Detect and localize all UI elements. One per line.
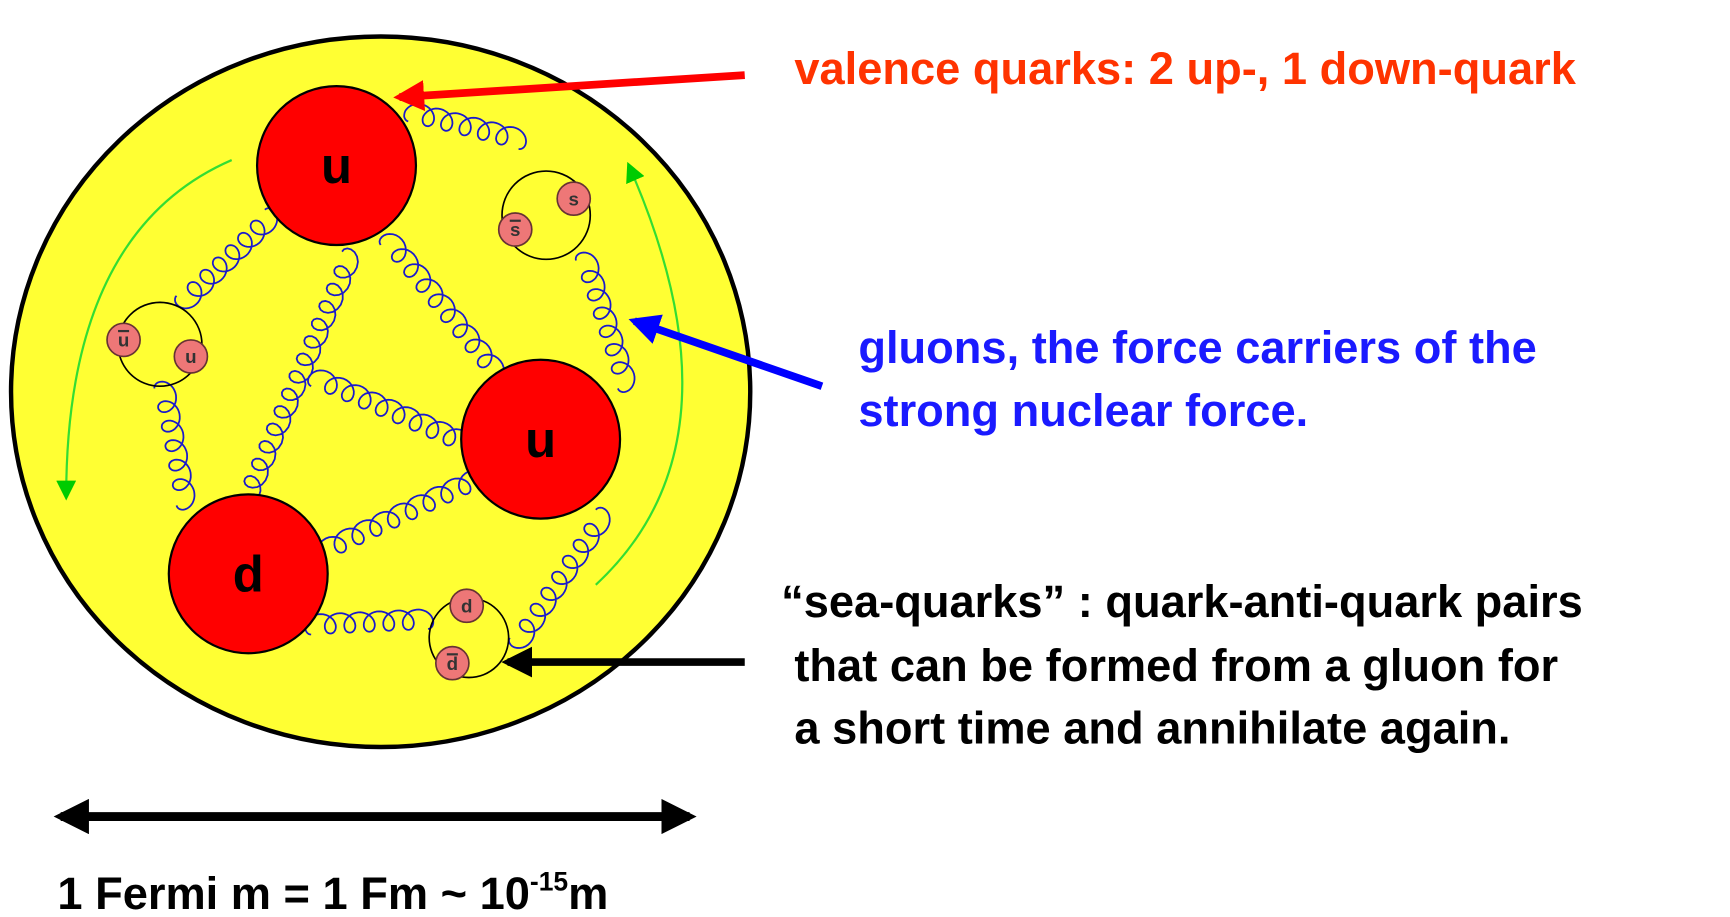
scale-text: 1 Fermi m = 1 Fm ~ 10	[57, 868, 530, 917]
scale-label: 1 Fermi m = 1 Fm ~ 10-15m	[57, 866, 608, 917]
sea-quark-label: d	[461, 595, 472, 616]
quark-label: u	[321, 137, 352, 194]
annotation: strong nuclear force.	[858, 385, 1308, 436]
pointer-arrow	[393, 71, 745, 112]
valence-quarks	[167, 85, 622, 655]
sea-quark-label: s	[510, 219, 520, 240]
sea-quark-label: d	[447, 653, 458, 674]
sea-quark-label: s	[569, 188, 579, 209]
scale-exponent: -15	[530, 866, 568, 896]
gluon	[315, 469, 490, 562]
sea-quarks	[106, 181, 592, 681]
gluon	[307, 369, 474, 454]
rotation-arrow	[595, 161, 684, 586]
gluon	[378, 233, 505, 384]
annotation: “sea-quarks” : quark-anti-quark pairs	[781, 576, 1583, 627]
annotation: gluons, the force carriers of the	[858, 322, 1536, 373]
anti-bars	[118, 219, 521, 656]
gluon	[236, 247, 359, 507]
gluon	[153, 380, 196, 511]
annotation: that can be formed from a gluon for	[794, 640, 1558, 691]
scale-unit: m	[568, 868, 608, 917]
gluon	[574, 251, 636, 393]
annotation: valence quarks: 2 up-, 1 down-quark	[794, 43, 1576, 94]
annotation: a short time and annihilate again.	[794, 703, 1510, 754]
quark-label: d	[233, 545, 264, 602]
gluons	[153, 103, 636, 649]
pointer-arrow	[628, 314, 824, 390]
quark-label: u	[525, 411, 556, 468]
sea-quark-label: u	[118, 330, 129, 351]
rotation-arrow	[56, 159, 233, 501]
gluon	[304, 608, 435, 636]
gluon	[174, 207, 279, 310]
sea-quark-label: u	[185, 346, 196, 367]
gluon	[508, 506, 611, 649]
gluon	[403, 103, 527, 151]
